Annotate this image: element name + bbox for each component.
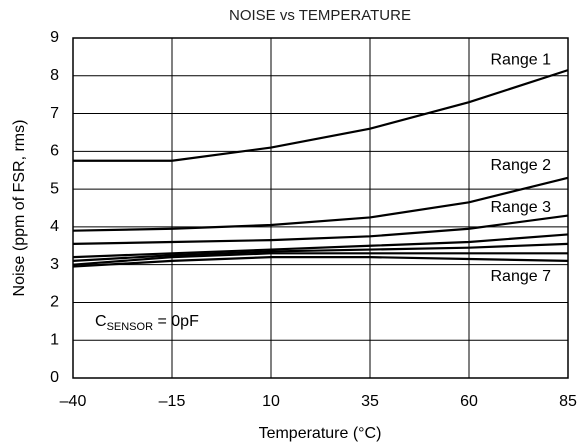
y-tick-label: 5 [50,180,59,197]
plot-frame [72,37,569,379]
y-tick-label: 1 [50,331,59,348]
x-tick-label: 60 [460,393,478,410]
x-axis-label: Temperature (°C) [259,425,382,442]
y-tick-label: 7 [50,105,59,122]
series-line [72,252,568,266]
annotation-rest: = 0pF [153,313,199,330]
series-line [72,233,569,259]
y-tick-label: 2 [50,294,59,311]
annotation-base: C [95,313,107,330]
y-tick-label: 8 [50,67,59,84]
series-line [72,242,569,262]
y-tick-label: 0 [50,369,59,386]
x-tick-label: 10 [262,393,280,410]
x-tick-label: 35 [361,393,379,410]
y-tick-label: 6 [50,143,59,160]
annotation: CSENSOR = 0pF [95,313,199,333]
series-label: Range 2 [491,157,552,174]
series-line [72,256,569,268]
y-tick-label: 3 [50,256,59,273]
x-tick-label: –40 [60,393,87,410]
series-line [72,176,569,232]
x-tick-label: 85 [559,393,577,410]
series-line [73,69,569,162]
series-line [72,214,569,245]
annotation-sub: SENSOR [107,321,154,333]
chart-title: NOISE vs TEMPERATURE [229,7,411,24]
series-label: Range 1 [491,51,552,68]
series-label: Range 7 [491,268,552,285]
y-axis-label: Noise (ppm of FSR, rms) [11,120,28,297]
y-tick-label: 4 [50,218,59,235]
x-tick-label: –15 [159,393,186,410]
y-tick-label: 9 [50,29,59,46]
series-label: Range 3 [491,199,552,216]
